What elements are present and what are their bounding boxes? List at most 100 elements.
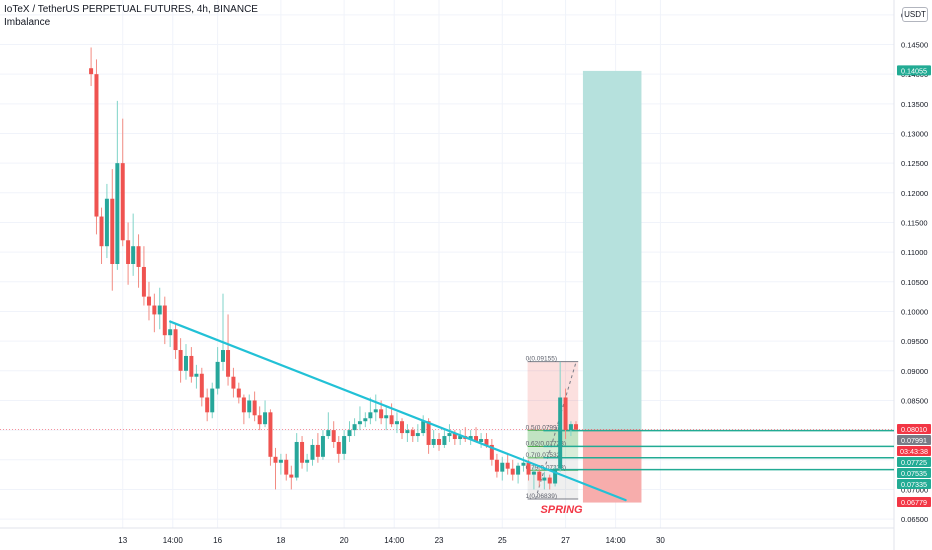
price-markers: 0.14055 0.08010 0.07991 03:43:38 0.07725 0.07… <box>897 65 931 508</box>
candle-body <box>331 430 336 442</box>
candle-body <box>494 459 499 472</box>
candle-body <box>373 409 378 413</box>
candle-body <box>357 421 362 425</box>
candle-body <box>489 444 494 460</box>
candle-body <box>173 329 178 351</box>
candle-body <box>99 216 104 247</box>
time-axis-tick-label: 30 <box>656 536 665 545</box>
candle-body <box>510 468 515 475</box>
time-axis-tick-label: 14:00 <box>384 536 405 545</box>
candle-body <box>247 400 252 413</box>
candle-body <box>431 439 436 445</box>
candle-body <box>531 471 536 475</box>
candle-body <box>384 415 389 419</box>
candle-body <box>157 305 162 315</box>
time-axis-tick-label: 14:00 <box>163 536 184 545</box>
price-axis-tick-label: 0.14500 <box>901 40 928 49</box>
price-marker-label: 0.07335 <box>901 480 927 489</box>
price-marker-badge <box>897 497 931 508</box>
candle-body <box>468 436 473 440</box>
candle-body <box>205 397 210 413</box>
price-axis-tick-label: 0.09500 <box>901 337 928 346</box>
candle-body <box>257 415 262 425</box>
candle-body <box>516 465 521 475</box>
candle-body <box>537 471 542 481</box>
price-marker-label: 0.14055 <box>901 66 927 75</box>
candle-body <box>215 361 220 389</box>
candle-body <box>89 68 94 75</box>
candle-body <box>347 430 352 437</box>
price-axis-tick-label: 0.13000 <box>901 129 928 138</box>
candle-body <box>336 441 341 454</box>
candle-body <box>342 436 347 454</box>
candle-body <box>300 441 305 463</box>
price-marker-label: 0.08010 <box>901 425 927 434</box>
candle-body <box>563 397 568 431</box>
candle-body <box>526 462 531 475</box>
candle-body <box>484 439 489 445</box>
fib-level-label: 0(0.09155) <box>526 356 557 363</box>
candle-body <box>405 430 410 434</box>
price-marker-badge <box>897 435 931 446</box>
price-axis-tick-label: 0.08500 <box>901 396 928 405</box>
candle-body <box>521 462 526 466</box>
candle-body <box>421 421 426 434</box>
price-axis-tick-label: 0.13500 <box>901 100 928 109</box>
candle-body <box>263 412 268 425</box>
candle-body <box>199 373 204 398</box>
price-axis-tick-label: 0.11000 <box>901 248 928 257</box>
candle-body <box>141 266 146 297</box>
time-axis-tick-label: 20 <box>340 536 349 545</box>
price-axis-tick-label: 0.09000 <box>901 367 928 376</box>
candle-body <box>474 436 479 442</box>
candle-body <box>178 350 183 371</box>
candle-body <box>231 376 236 389</box>
candle-body <box>220 350 225 362</box>
candle-body <box>94 74 99 217</box>
price-axis-tick-label: 0.11500 <box>901 218 928 227</box>
candle-body <box>273 456 278 463</box>
spring-annotation: SPRING <box>540 504 583 516</box>
candle-body <box>542 477 547 481</box>
indicator-label[interactable]: Imbalance <box>4 17 51 28</box>
candle-body <box>305 459 310 463</box>
candle-body <box>136 246 141 267</box>
candle-body <box>479 439 484 442</box>
price-marker-label: 0.06779 <box>901 498 927 507</box>
fib-level-label: 0.5(0.07997) <box>526 424 563 431</box>
candle-body <box>226 350 231 377</box>
price-marker-label: 03:43:38 <box>900 447 928 456</box>
candle-body <box>368 412 373 419</box>
candle-body <box>189 355 194 377</box>
time-axis: 13 14:00 16 18 20 14:00 23 25 27 14:00 30 <box>118 536 665 545</box>
candle-body <box>241 397 246 413</box>
candle-body <box>447 433 452 437</box>
candle-body <box>131 246 136 264</box>
price-marker-label: 0.07991 <box>901 436 927 445</box>
candle-body <box>162 305 167 336</box>
candle-body <box>289 474 294 478</box>
trendline <box>169 320 627 502</box>
time-axis-tick-label: 13 <box>118 536 127 545</box>
fib-level-label: 0.7(0.07532) <box>526 452 563 459</box>
fib-level-label: 1(0.06839) <box>526 493 557 500</box>
candle-body <box>400 421 405 434</box>
price-marker-badge <box>897 479 931 490</box>
candle-body <box>110 198 115 264</box>
candle-body <box>315 444 320 457</box>
currency-button[interactable]: USDT <box>902 7 928 22</box>
candles <box>89 47 578 490</box>
price-marker-label: 0.07725 <box>901 458 927 467</box>
candle-body <box>458 436 463 440</box>
candle-body <box>500 462 505 472</box>
fib-level-label: 0.62(0.07723) <box>526 441 566 448</box>
candle-body <box>194 373 199 377</box>
candle-body <box>437 439 442 445</box>
candle-body <box>115 163 120 264</box>
candle-body <box>168 329 173 336</box>
candle-body <box>120 163 125 241</box>
candle-body <box>394 421 399 425</box>
price-marker-label: 0.07535 <box>901 469 927 478</box>
time-axis-tick-label: 23 <box>435 536 444 545</box>
